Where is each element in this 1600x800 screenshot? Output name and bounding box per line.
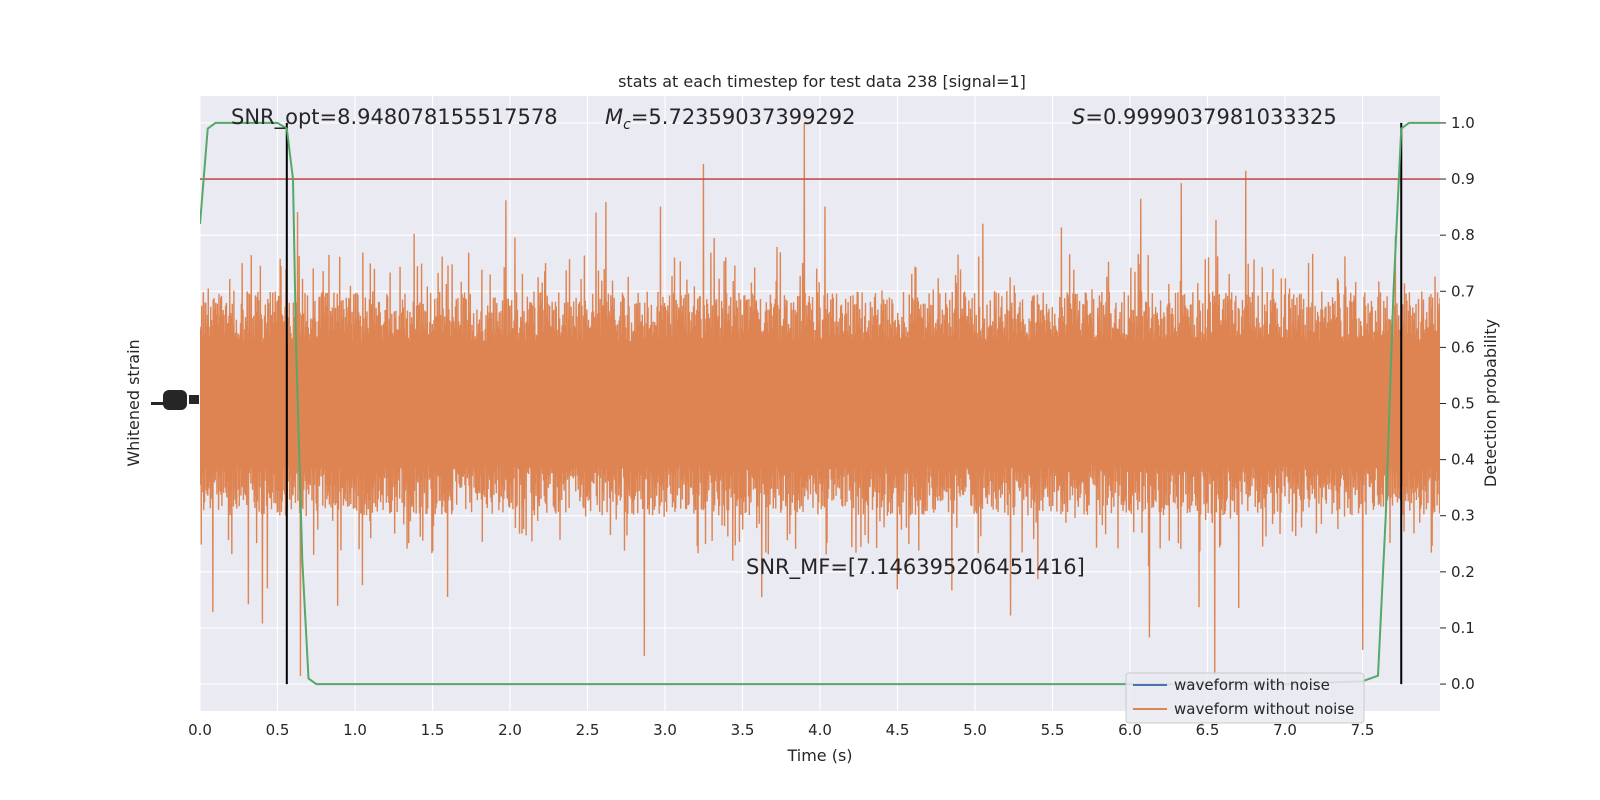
x-tick-label: 6.0 — [1118, 721, 1142, 739]
y-right-tick-label: 0.3 — [1451, 507, 1475, 525]
x-tick-label: 5.5 — [1041, 721, 1065, 739]
x-tick-label: 0.0 — [188, 721, 212, 739]
y-right-tick-label: 0.4 — [1451, 451, 1475, 469]
legend-entry-waveform-with-noise: waveform with noise — [1174, 676, 1330, 694]
x-tick-label: 2.5 — [576, 721, 600, 739]
x-tick-label: 3.5 — [731, 721, 755, 739]
y-right-tick-label: 0.9 — [1451, 170, 1475, 188]
x-tick-label: 3.0 — [653, 721, 677, 739]
annotation-snr-opt: SNR_opt=8.948078155517578 — [231, 105, 558, 130]
y-right-tick-label: 0.8 — [1451, 226, 1475, 244]
x-tick-label: 6.5 — [1196, 721, 1220, 739]
y-right-tick-label: 0.5 — [1451, 395, 1475, 413]
left-y-axis-label: Whitened strain — [124, 339, 143, 466]
legend: waveform with noise waveform without noi… — [1125, 672, 1365, 724]
x-axis-ticks: 0.0 0.5 1.0 1.5 2.0 2.5 3.0 3.5 4.0 4.5 5.0 5.5 6.0 6… — [188, 721, 1374, 739]
y-right-tick-label: 1.0 — [1451, 114, 1475, 132]
x-tick-label: 1.0 — [343, 721, 367, 739]
x-tick-label: 4.5 — [886, 721, 910, 739]
detection-markers — [285, 122, 1403, 685]
x-tick-label: 5.0 — [963, 721, 987, 739]
y-right-tick-label: 0.7 — [1451, 282, 1475, 300]
x-tick-label: 2.0 — [498, 721, 522, 739]
x-axis-label: Time (s) — [786, 746, 852, 765]
x-tick-label: 4.0 — [808, 721, 832, 739]
series-line-waveform-without-noise — [200, 123, 1440, 676]
left-y-axis-tick-cluster — [151, 390, 199, 410]
y-right-tick-label: 0.0 — [1451, 675, 1475, 693]
y-right-tick-label: 0.1 — [1451, 619, 1475, 637]
x-tick-label: 7.0 — [1273, 721, 1297, 739]
right-y-axis-label: Detection probability — [1481, 319, 1500, 487]
series-line-detection-probability — [200, 121, 1440, 686]
x-tick-label: 7.5 — [1351, 721, 1375, 739]
chart-title: stats at each timestep for test data 238… — [618, 72, 1026, 91]
y-right-tick-label: 0.6 — [1451, 338, 1475, 356]
annotation-snr-mf: SNR_MF=[7.146395206451416] — [746, 555, 1085, 580]
legend-entry-waveform-without-noise: waveform without noise — [1174, 700, 1354, 718]
right-y-axis-ticks: 0.0 0.1 0.2 0.3 0.4 0.5 0.6 0.7 0.8 0.9 1.0 — [1440, 114, 1475, 693]
x-tick-label: 0.5 — [266, 721, 290, 739]
y-right-tick-label: 0.2 — [1451, 563, 1475, 581]
annotation-score: S=0.9999037981033325 — [1072, 105, 1337, 129]
annotation-chirp-mass: Mc=5.72359037399292 — [605, 105, 856, 133]
x-tick-label: 1.5 — [421, 721, 445, 739]
